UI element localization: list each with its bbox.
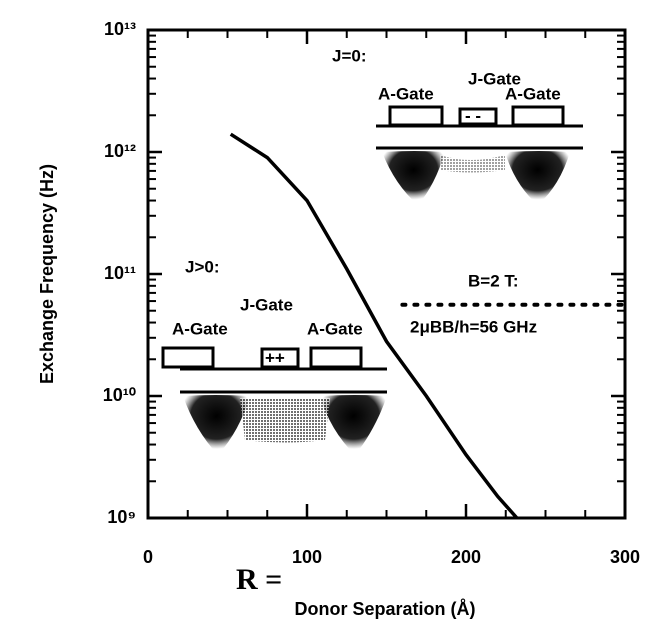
- y-axis-label: Exchange Frequency (Hz): [37, 164, 57, 384]
- annotation: R =: [236, 563, 282, 596]
- x-tick-label: 100: [292, 547, 322, 567]
- annotation: A-Gate: [307, 319, 363, 338]
- annotation: A-Gate: [172, 319, 228, 338]
- annotation: J>0:: [185, 257, 220, 276]
- inset-jpos: [161, 346, 387, 455]
- annotation: J=0:: [332, 46, 367, 65]
- annotation: J-Gate: [468, 69, 521, 88]
- x-tick-label: 300: [610, 547, 640, 567]
- inset-j0: [376, 105, 583, 205]
- annotation: 2μBB/h=56 GHz: [410, 317, 537, 336]
- x-tick-label: 200: [451, 547, 481, 567]
- y-tick-label: 10¹⁰: [103, 385, 136, 405]
- y-tick-label: 10⁹: [107, 507, 136, 527]
- y-tick-label: 10¹¹: [104, 263, 136, 283]
- annotation: A-Gate: [378, 84, 434, 103]
- x-axis-label: Donor Separation (Å): [294, 599, 475, 619]
- annotation: ++: [265, 348, 285, 367]
- annotation: J-Gate: [240, 295, 293, 314]
- line: [229, 132, 519, 520]
- y-tick-label: 10¹²: [104, 141, 136, 161]
- annotation: B=2 T:: [468, 271, 519, 290]
- annotation: - -: [465, 106, 481, 125]
- x-tick-label: 0: [143, 547, 153, 567]
- annotation: A-Gate: [505, 84, 561, 103]
- y-tick-label: 10¹³: [104, 19, 136, 39]
